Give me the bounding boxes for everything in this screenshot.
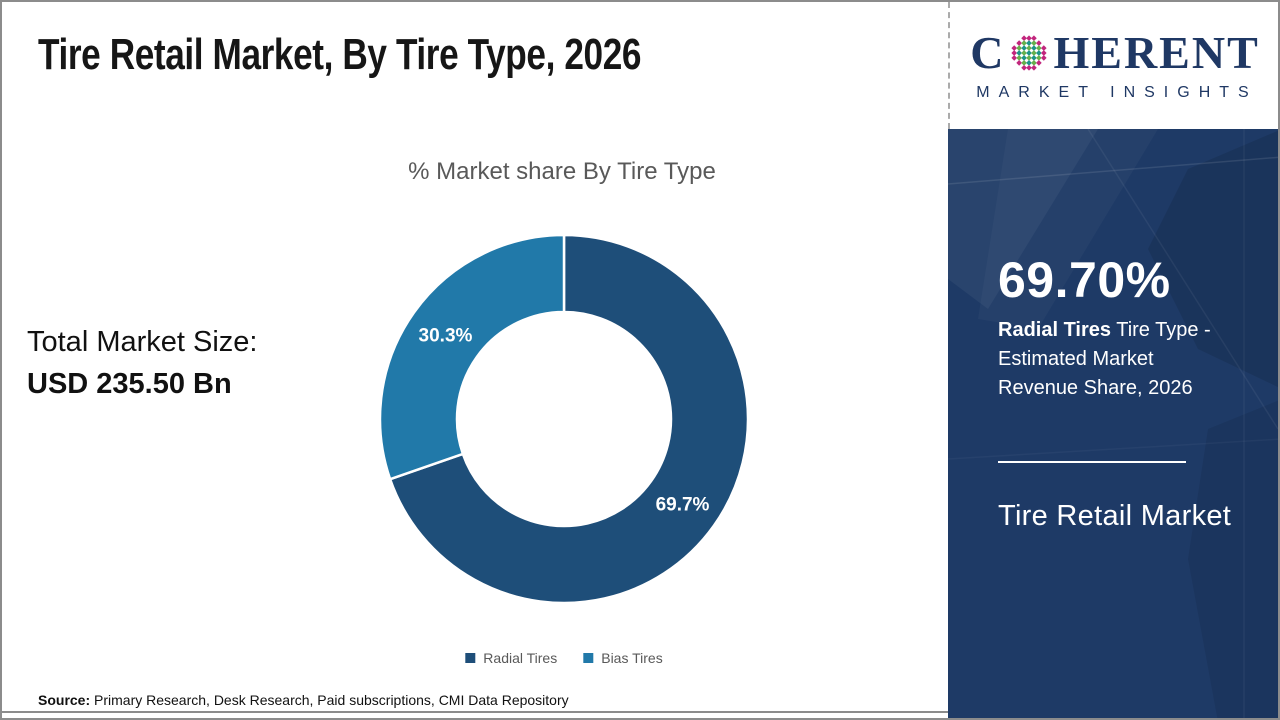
- brand-subtitle: MARKET INSIGHTS: [976, 83, 1258, 101]
- legend-swatch: [465, 653, 476, 663]
- highlight-description: Radial Tires Tire Type - Estimated Marke…: [998, 316, 1226, 403]
- highlight-segment-name: Radial Tires: [998, 319, 1112, 341]
- brand-logo-area: C HERENT MARKET INSIGHTS: [948, 2, 1278, 129]
- source-text: Primary Research, Desk Research, Paid su…: [90, 692, 569, 708]
- legend-label: Bias Tires: [601, 650, 663, 666]
- donut-chart-svg: 69.7% 30.3%: [378, 233, 750, 605]
- slide-bottom-rule: [2, 711, 1278, 713]
- page-title: Tire Retail Market, By Tire Type, 2026: [38, 30, 792, 80]
- chart-title: % Market share By Tire Type: [408, 158, 716, 185]
- source-note: Source: Primary Research, Desk Research,…: [38, 692, 569, 708]
- pie-slice-bias-tires: [378, 233, 566, 481]
- legend-label: Radial Tires: [483, 650, 558, 666]
- brand-logo: C HERENT: [970, 26, 1260, 78]
- highlight-description-rest: Tire Type - Estimated Market Revenue Sha…: [998, 319, 1211, 399]
- highlight-sidebar: 69.70% Radial Tires Tire Type - Estimate…: [948, 129, 1278, 718]
- logo-letters-herent: HERENT: [1053, 26, 1260, 78]
- slice-label: 30.3%: [419, 326, 473, 347]
- chart-legend: Radial Tires Bias Tires: [465, 650, 663, 666]
- sidebar-content: 69.70% Radial Tires Tire Type - Estimate…: [948, 129, 1278, 533]
- legend-item-radial-tires: Radial Tires: [465, 650, 557, 666]
- total-market-size-block: Total Market Size: USD 235.50 Bn: [27, 326, 257, 401]
- page-title-text: Tire Retail Market, By Tire Type, 2026: [38, 30, 642, 79]
- sidebar-report-title: Tire Retail Market: [998, 500, 1232, 532]
- legend-item-bias-tires: Bias Tires: [583, 650, 663, 666]
- sidebar-divider: [998, 461, 1186, 463]
- highlight-percentage: 69.70%: [998, 252, 1171, 308]
- source-label: Source:: [38, 692, 91, 708]
- slice-label: 69.7%: [656, 494, 710, 515]
- pie-slice-radial-tires: [388, 233, 750, 605]
- legend-swatch: [583, 653, 594, 663]
- logo-letter-c: C: [970, 26, 1006, 78]
- donut-chart: 69.7% 30.3%: [374, 229, 754, 614]
- total-market-size-value: USD 235.50 Bn: [27, 368, 232, 400]
- coherent-globe-icon: [1011, 34, 1048, 71]
- total-market-size-label: Total Market Size:: [27, 326, 258, 358]
